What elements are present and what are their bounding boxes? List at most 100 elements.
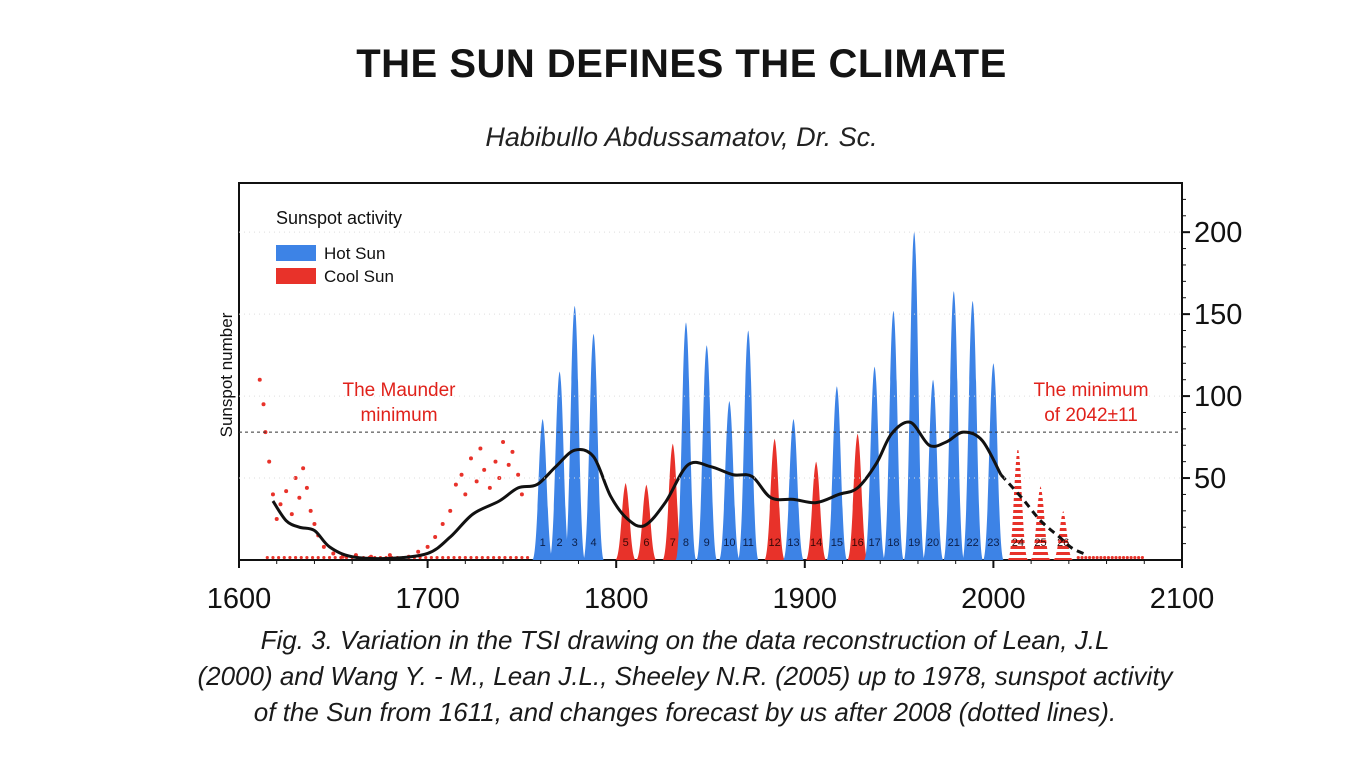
cycle-area-2 — [549, 371, 570, 560]
scatter-point — [297, 495, 302, 500]
cycle-label-18: 18 — [887, 537, 899, 549]
scatter-point — [435, 555, 439, 560]
scatter-point — [267, 459, 272, 464]
scatter-point — [339, 555, 343, 560]
forecast-tail-point — [1076, 555, 1080, 560]
x-tick-label: 1800 — [584, 583, 649, 615]
scatter-point — [501, 439, 506, 444]
cycle-area-13 — [783, 419, 804, 560]
scatter-point — [458, 555, 462, 560]
cycle-label-14: 14 — [810, 537, 822, 549]
x-tick-label: 2100 — [1150, 583, 1215, 615]
forecast-annotation-line1: The minimum — [1033, 380, 1148, 401]
scatter-point — [387, 553, 392, 558]
scatter-point — [503, 555, 507, 560]
cycle-label-3: 3 — [572, 537, 578, 549]
y-tick-label: 200 — [1194, 217, 1242, 249]
cycle-area-4 — [583, 333, 604, 560]
forecast-tail-point — [1133, 555, 1137, 560]
cycle-label-8: 8 — [683, 537, 689, 549]
cycle-area-14 — [805, 461, 827, 560]
cycle-label-2: 2 — [557, 537, 563, 549]
scatter-point — [299, 555, 303, 560]
forecast-tail-point — [1087, 555, 1092, 560]
y-tick-label: 100 — [1194, 381, 1242, 413]
scatter-point — [453, 482, 458, 487]
cycle-label-11: 11 — [743, 537, 754, 549]
scatter-point — [433, 535, 438, 540]
cycle-label-17: 17 — [868, 537, 880, 549]
cycle-label-24: 24 — [1012, 537, 1024, 549]
scatter-point — [469, 555, 473, 560]
cycle-area-20 — [922, 379, 944, 560]
forecast-tail-point — [1140, 555, 1144, 560]
cycle-label-4: 4 — [591, 537, 597, 549]
scatter-point — [310, 555, 315, 560]
cycle-label-16: 16 — [851, 537, 863, 549]
cycle-number-labels: 1 2 3 4 5 6 7 8 9 10 11 12 13 14 15 16 17 18 19 20 21 22 23 24 2… — [540, 537, 1070, 549]
scatter-point — [289, 512, 294, 517]
scatter-point — [271, 555, 275, 560]
scatter-point — [424, 555, 428, 560]
forecast-tail-point — [1084, 555, 1088, 560]
cycle-area-3 — [564, 305, 586, 560]
scatter-point — [257, 377, 262, 382]
cycle-label-19: 19 — [908, 537, 920, 549]
scatter-point — [425, 544, 430, 549]
scatter-point — [486, 555, 490, 560]
scatter-point — [463, 555, 467, 560]
cycle-label-9: 9 — [704, 537, 710, 549]
scatter-point — [301, 466, 306, 471]
scatter-point — [274, 517, 279, 522]
scatter-point — [278, 502, 283, 507]
scatter-point — [288, 555, 292, 560]
scatter-point — [459, 472, 464, 477]
forecast-tail-point — [1095, 555, 1099, 560]
forecast-annotation-line2: of 2042±11 — [1044, 405, 1138, 426]
cycle-area-6 — [636, 484, 657, 560]
scatter-point — [440, 521, 445, 526]
trend-line — [271, 420, 1003, 561]
cycle-area-21 — [943, 291, 965, 560]
x-tick-label: 1900 — [773, 583, 838, 615]
scatter-point — [448, 508, 453, 513]
cycle-label-15: 15 — [831, 537, 843, 549]
scatter-point — [333, 555, 337, 560]
forecast-tail-point — [1099, 555, 1103, 560]
forecast-tail-point — [1091, 555, 1095, 560]
cycle-label-25: 25 — [1034, 537, 1046, 549]
forecast-annotation: The minimum of 2042±11 — [1033, 380, 1148, 426]
cycle-areas — [532, 232, 1074, 560]
scatter-point — [506, 462, 511, 467]
forecast-tail-point — [1106, 555, 1111, 560]
legend-title: Sunspot activity — [276, 208, 402, 228]
scatter-point — [497, 555, 501, 560]
scatter-point — [492, 555, 496, 560]
cycle-label-1: 1 — [540, 537, 546, 549]
scatter-point — [516, 472, 521, 477]
legend: Sunspot activity Hot Sun Cool Sun — [276, 208, 402, 286]
scatter-point — [322, 555, 326, 560]
legend-label-hot: Hot Sun — [324, 244, 385, 263]
cycle-label-7: 7 — [670, 537, 676, 549]
x-tick-label: 2000 — [961, 583, 1026, 615]
scatter-point — [510, 449, 515, 454]
legend-label-cool: Cool Sun — [324, 267, 394, 286]
legend-swatch-hot — [276, 245, 316, 261]
cycle-area-7 — [662, 443, 684, 560]
cycle-area-16 — [847, 433, 868, 560]
scatter-point — [480, 555, 484, 560]
forecast-tail-point — [1125, 555, 1129, 560]
scatter-point — [308, 508, 313, 513]
maunder-annotation: The Maunder minimum — [342, 380, 456, 426]
forecast-tail-point — [1121, 555, 1126, 560]
forecast-tail-point — [1080, 555, 1084, 560]
scatter-point — [305, 555, 309, 560]
scatter-point — [463, 492, 468, 497]
scatter-point — [270, 492, 275, 497]
scatter-point — [312, 521, 317, 526]
scatter-point — [478, 446, 483, 451]
cycle-label-22: 22 — [967, 537, 979, 549]
scatter-point — [452, 555, 456, 560]
